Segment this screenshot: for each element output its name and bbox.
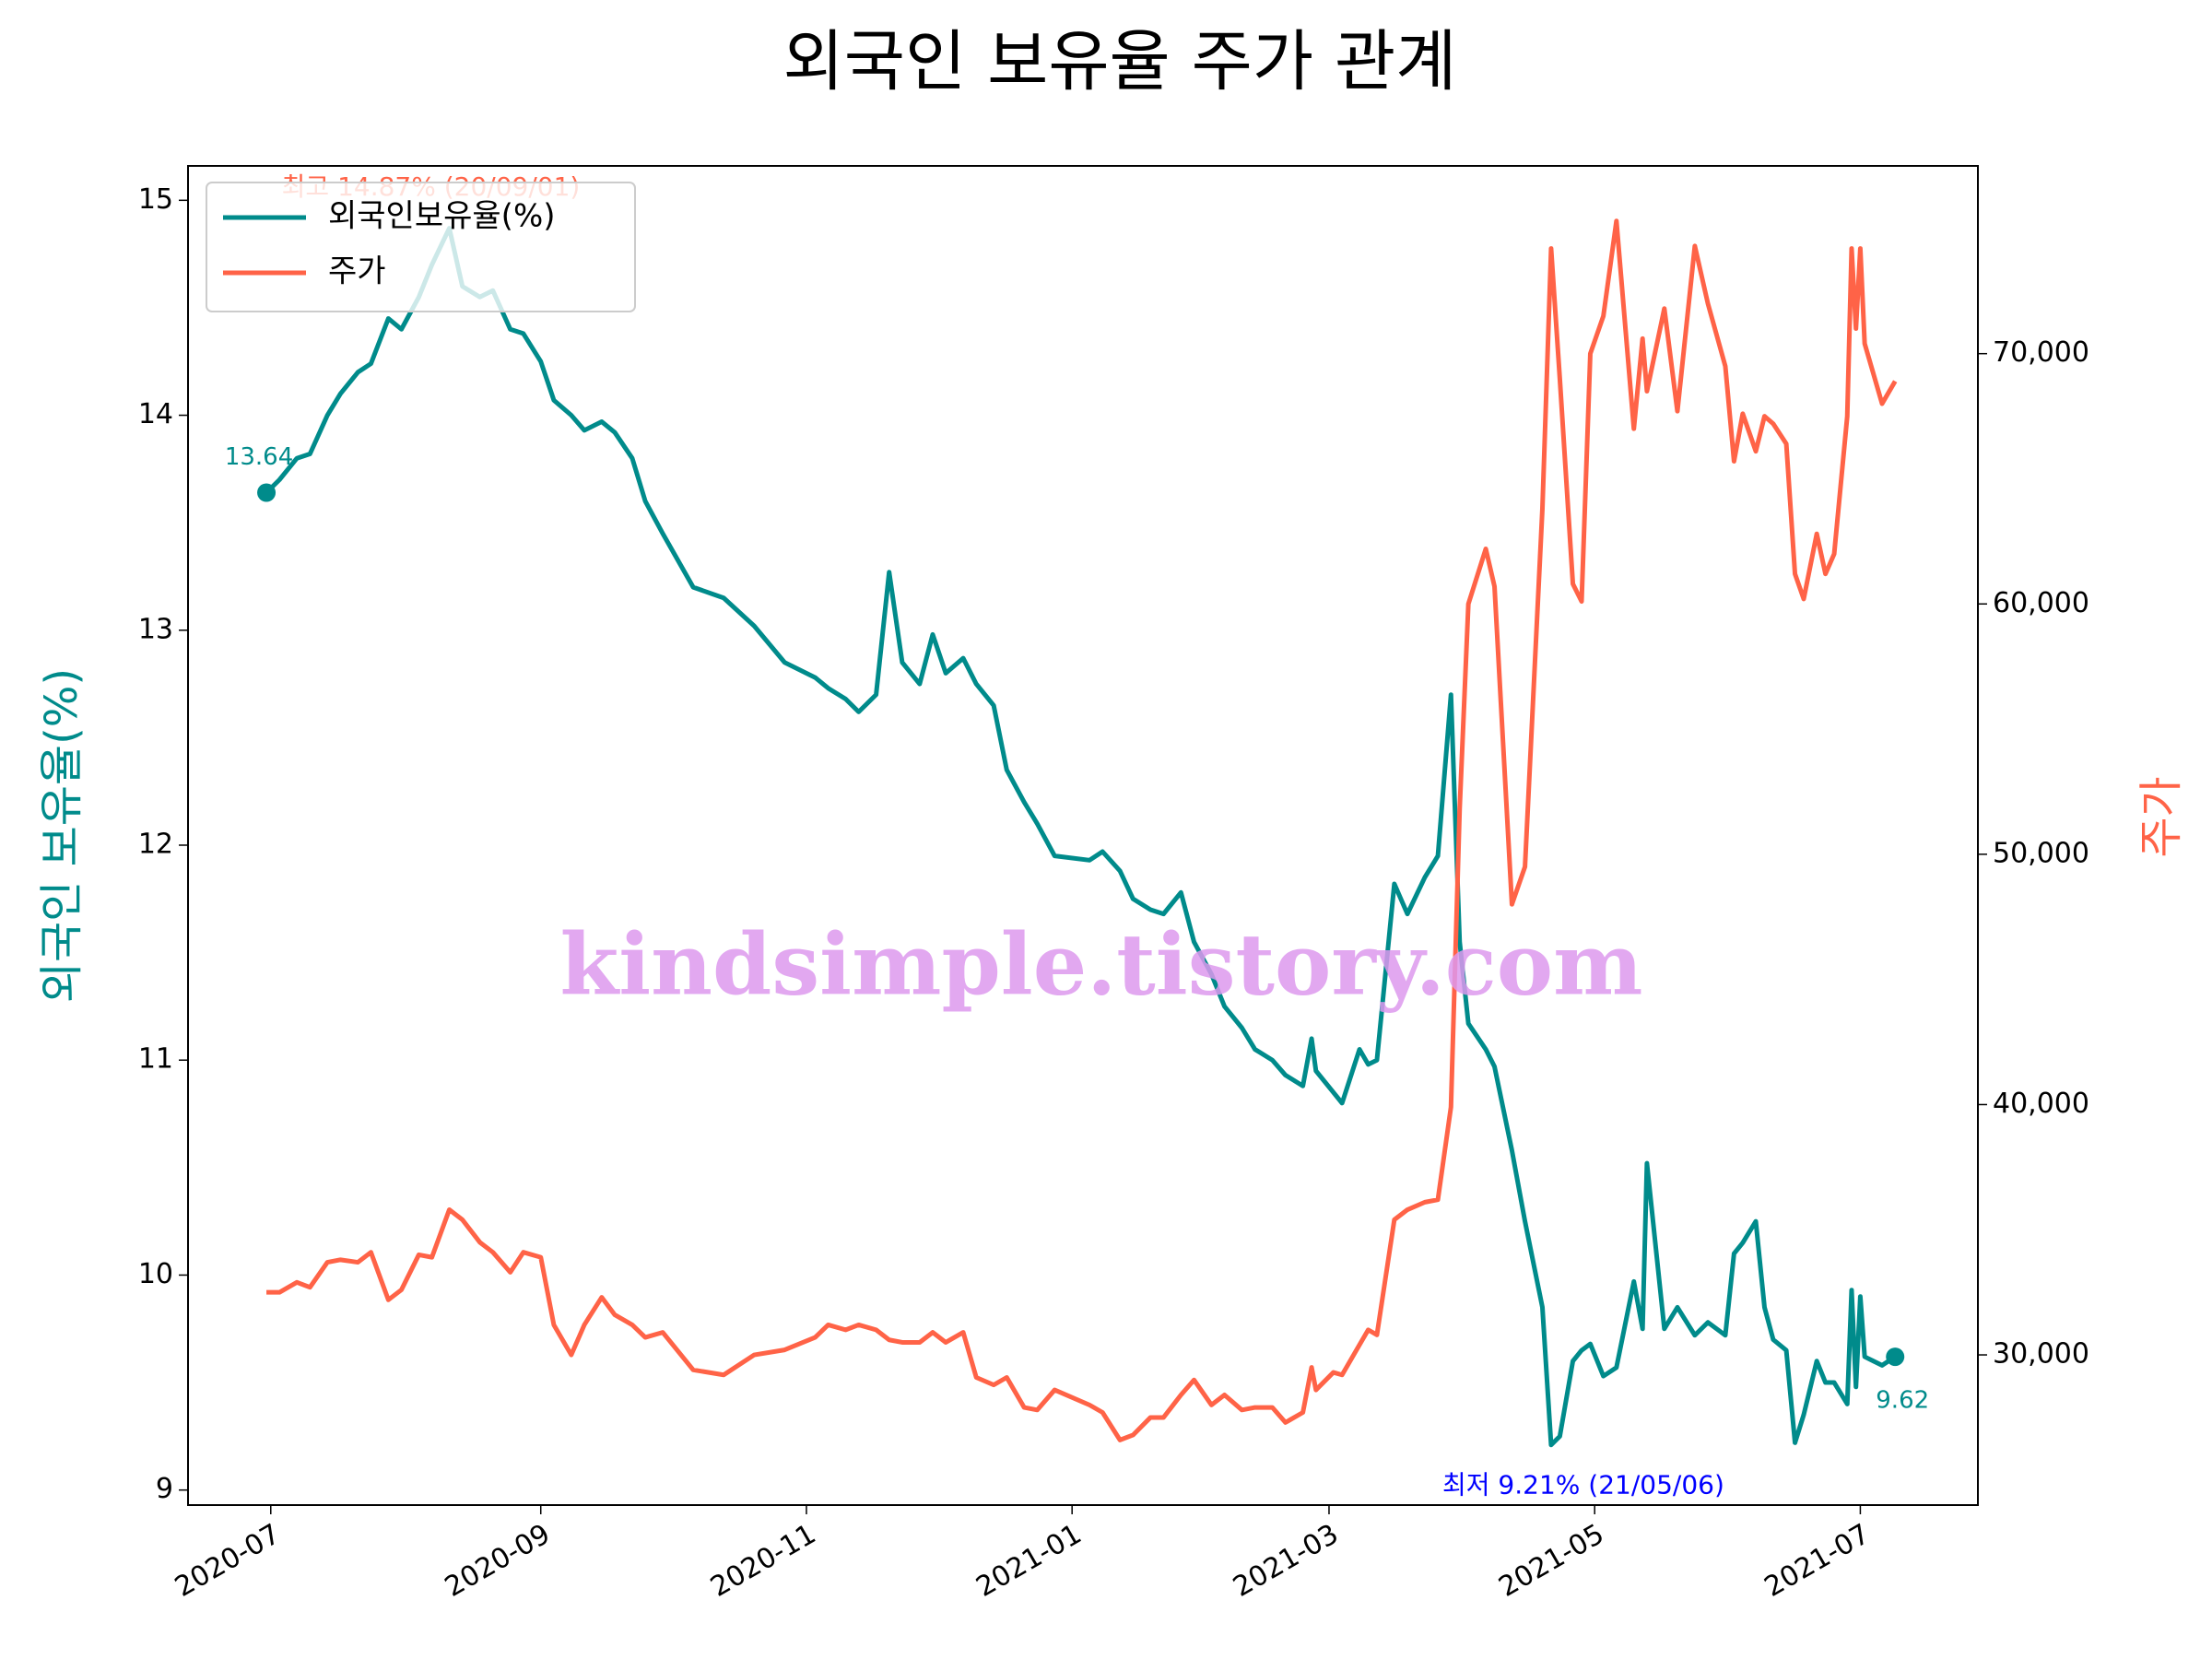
watermark: kindsimple.tistory.com <box>559 915 1642 1015</box>
endpoint-marker <box>257 483 276 502</box>
chart-title: 외국인 보유율 주가 관계 <box>782 23 1456 100</box>
data-label: 9.62 <box>1876 1387 1929 1415</box>
y-tick-label: 12 <box>138 828 173 860</box>
legend-label: 주가 <box>328 253 386 290</box>
y-tick-label: 13 <box>138 613 173 645</box>
y2-tick-label: 60,000 <box>1993 587 2089 619</box>
y-tick-label: 11 <box>138 1043 173 1076</box>
endpoint-marker <box>1886 1347 1905 1367</box>
y2-tick-label: 40,000 <box>1993 1088 2089 1120</box>
data-line <box>265 226 1897 1448</box>
min-annotation: 최저 9.21% (21/05/06) <box>1442 1470 1724 1500</box>
y-tick-label: 14 <box>138 398 173 430</box>
y2-tick-label: 70,000 <box>1993 336 2089 369</box>
y2-axis-label: 주가 <box>2136 776 2187 857</box>
legend-box <box>206 182 636 312</box>
y2-tick-label: 30,000 <box>1993 1338 2089 1371</box>
y2-tick-label: 50,000 <box>1993 837 2089 869</box>
y-tick-label: 9 <box>156 1473 173 1505</box>
y-tick-label: 15 <box>138 183 173 216</box>
y-tick-label: 10 <box>138 1258 173 1290</box>
data-line <box>266 218 1898 1442</box>
plot-frame <box>187 165 1979 1506</box>
legend-label: 외국인보유율(%) <box>328 198 556 235</box>
y-axis-label: 외국인 보유율(%) <box>36 668 88 1003</box>
data-label: 13.64 <box>225 443 293 471</box>
